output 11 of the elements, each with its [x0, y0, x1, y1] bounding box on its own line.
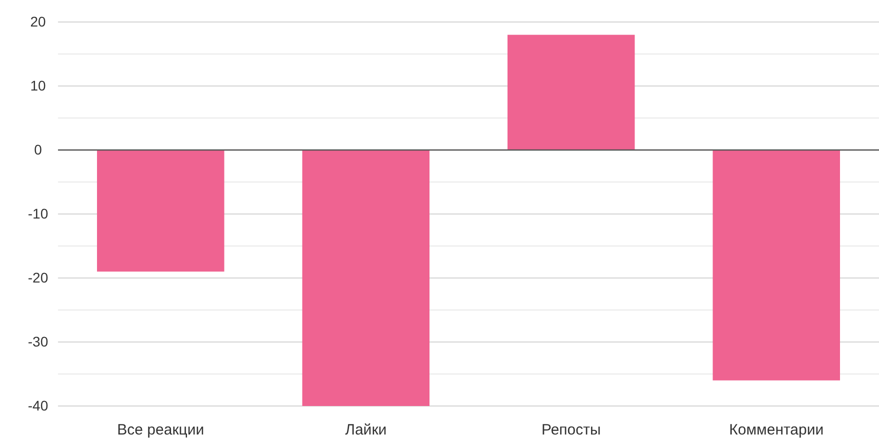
y-tick-label: -30	[28, 333, 48, 350]
y-tick-label: 20	[30, 13, 46, 30]
y-tick-label: -20	[28, 269, 48, 286]
x-tick-label: Лайки	[345, 422, 387, 439]
y-tick-label: -10	[28, 205, 48, 222]
y-tick-label: -40	[28, 397, 48, 414]
y-tick-label: 0	[34, 141, 42, 158]
x-tick-label: Все реакции	[117, 422, 204, 439]
x-tick-label: Комментарии	[729, 422, 824, 439]
x-tick-label: Репосты	[541, 422, 601, 439]
y-tick-label: 10	[30, 77, 46, 94]
